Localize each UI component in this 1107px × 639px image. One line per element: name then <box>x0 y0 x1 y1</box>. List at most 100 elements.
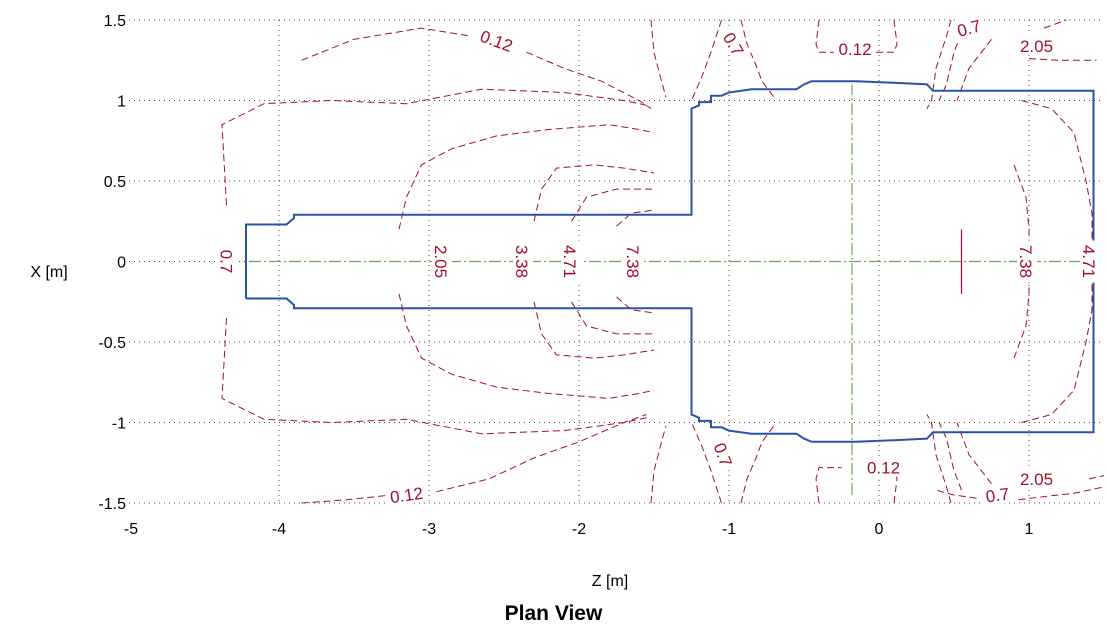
chart-title: Plan View <box>504 602 603 625</box>
contour-label-bg <box>624 240 644 283</box>
contour-label-bg <box>217 245 238 278</box>
contour-label: 2.05 <box>1015 34 1058 56</box>
contour-line <box>1013 269 1030 359</box>
contour-line <box>938 422 962 491</box>
contour-line <box>616 296 655 314</box>
contour-label: 0.7 <box>717 24 752 63</box>
contour-line <box>1021 277 1093 423</box>
y-tick-label: -0.5 <box>98 335 126 352</box>
y-tick-label: -1 <box>112 416 126 433</box>
contour-label-text: 7.38 <box>1016 245 1035 278</box>
contour-line <box>398 124 655 230</box>
contour-label: 3.38 <box>512 240 533 283</box>
contour-label-text: 0.12 <box>389 484 424 507</box>
y-axis-label: X [m] <box>30 264 67 281</box>
contour-label: 2.05 <box>1015 467 1058 489</box>
centerlines <box>249 84 1097 495</box>
contour-label-bg <box>708 435 739 474</box>
contour-label-text: 0.12 <box>867 459 900 478</box>
contour-line <box>571 301 654 335</box>
contour-label: 0.7 <box>217 245 238 278</box>
contour-label-text: 3.38 <box>512 245 531 278</box>
contour-label: 2.05 <box>431 240 452 283</box>
contour-label: 0.7 <box>979 481 1015 507</box>
x-tick-label: -3 <box>422 521 436 538</box>
contour-label-bg <box>1080 240 1100 283</box>
contour-label-bg <box>513 240 533 283</box>
contour-label-bg <box>979 481 1015 507</box>
contour-label-bg <box>950 13 988 41</box>
contour-line <box>571 188 654 222</box>
contour-label-bg <box>432 240 452 283</box>
contour-label-bg <box>1015 467 1058 488</box>
x-tick-label: -2 <box>572 521 586 538</box>
contour-label: 4.71 <box>560 240 581 283</box>
contour-label-text: 4.71 <box>1079 245 1098 278</box>
contour-plot: 0.12 0.7 0.12 0.7 2.05 0.7 2.05 3.38 4.71 7.38 7.3… <box>30 13 1105 590</box>
contour-label-bg <box>834 38 876 58</box>
contour-line <box>1018 486 1105 501</box>
contour-line <box>533 164 655 222</box>
contour-line <box>956 422 992 485</box>
contour-label-text: 2.05 <box>1020 37 1053 56</box>
grid <box>129 19 1104 504</box>
contour-line <box>436 414 647 493</box>
y-tick-label: 0.5 <box>104 174 126 191</box>
outline <box>245 80 1095 443</box>
contour-line <box>815 19 834 53</box>
contour-label: 0.12 <box>862 456 905 478</box>
contour-line <box>815 467 842 504</box>
contour-label-bg <box>473 23 520 57</box>
contour-line <box>926 19 952 109</box>
contour-line <box>650 425 667 504</box>
contour-lines <box>221 19 1105 504</box>
contour-label-text: 0.12 <box>478 27 516 56</box>
contour-label: 4.71 <box>1079 240 1100 283</box>
object-outline <box>245 80 1095 443</box>
contour-label: 0.12 <box>473 23 520 57</box>
contour-label-text: 2.05 <box>1020 470 1053 489</box>
contour-label-bg <box>1017 240 1037 283</box>
contour-line <box>221 88 647 206</box>
contour-line <box>926 414 952 504</box>
x-tick-label: 1 <box>1025 521 1034 538</box>
contour-line <box>1028 58 1097 61</box>
contour-line <box>616 209 655 227</box>
contour-labels: 0.12 0.7 0.12 0.7 2.05 0.7 2.05 3.38 4.71 7.38 7.3… <box>217 13 1100 507</box>
contour-label: 0.7 <box>708 435 739 474</box>
y-tick-label: 0 <box>117 255 126 272</box>
contour-label-text: 7.38 <box>623 245 642 278</box>
contour-line <box>221 317 647 435</box>
x-axis-label: Z [m] <box>592 573 628 590</box>
contour-label-text: 0.7 <box>985 484 1011 506</box>
contour-line <box>938 32 962 101</box>
contour-line <box>879 467 898 504</box>
x-tick-label: -5 <box>124 521 138 538</box>
contour-line <box>1043 19 1067 29</box>
x-tick-label: -1 <box>722 521 736 538</box>
x-tick-label: -4 <box>272 521 286 538</box>
contour-line <box>1021 100 1093 246</box>
contour-line <box>1088 475 1105 480</box>
contour-label-text: 2.05 <box>431 245 450 278</box>
contour-label: 0.12 <box>834 38 876 59</box>
contour-label: 0.12 <box>384 481 429 507</box>
contour-label-bg <box>561 240 581 283</box>
contour-line <box>398 293 655 399</box>
axis-ticks: -5 -4 -3 -2 -1 0 1 1.5 1 0.5 0 -0.5 -1 -1.5 <box>98 13 1033 538</box>
contour-line <box>533 301 655 359</box>
y-tick-label: 1 <box>117 94 126 111</box>
contour-label: 7.38 <box>623 240 644 283</box>
contour-line <box>935 489 977 499</box>
y-tick-label: -1.5 <box>98 496 126 513</box>
contour-line <box>740 19 775 98</box>
contour-label-text: 0.7 <box>217 250 236 274</box>
contour-line <box>301 27 472 61</box>
x-tick-label: 0 <box>875 521 884 538</box>
contour-label-bg <box>1015 34 1058 55</box>
contour-label: 0.7 <box>950 13 988 41</box>
contour-line <box>1013 164 1030 254</box>
contour-line <box>301 494 392 504</box>
y-tick-label: 1.5 <box>104 13 126 30</box>
contour-label-bg <box>717 24 752 63</box>
